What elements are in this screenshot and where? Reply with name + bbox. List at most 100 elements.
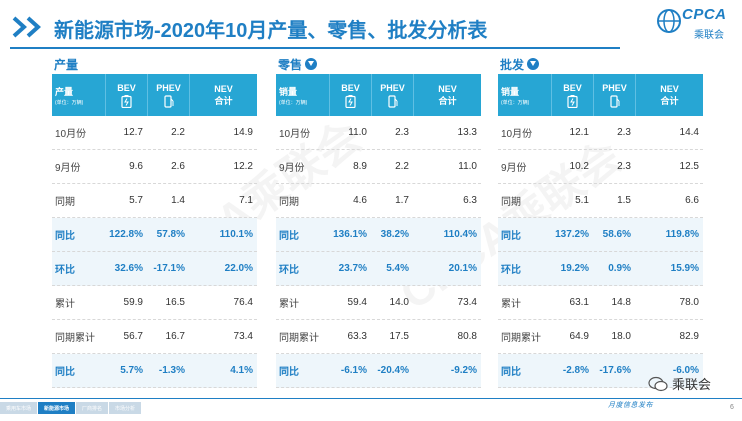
table-row: 环比 19.2% 0.9% 15.9%	[498, 252, 703, 286]
bev-value: 12.1	[569, 127, 589, 138]
data-table: 产量 (单位：万辆) BEV PHEV NEV 合计 10月份 12.7 2.2 14…	[52, 74, 257, 388]
row-label: 10月份	[501, 129, 533, 140]
nev-value: 110.1%	[219, 229, 253, 240]
footer-tab[interactable]: 新能源市场	[38, 402, 76, 414]
table-body: 10月份 11.0 2.3 13.3 9月份 8.9 2.2 11.0 同期 4.6 1.7 6.3 同…	[276, 116, 481, 388]
section-title: 产量	[54, 57, 79, 72]
bev-value: 32.6%	[114, 263, 143, 274]
header-nev: NEV 合计	[189, 74, 257, 116]
header-label-cell: 产量 (单位：万辆)	[55, 86, 84, 106]
nev-value: 15.9%	[670, 263, 699, 274]
footer-tab[interactable]: 市场分析	[109, 402, 142, 414]
nev-value: -6.0%	[672, 365, 699, 376]
bev-value: 8.9	[353, 161, 367, 172]
table-row: 同期 4.6 1.7 6.3	[276, 184, 481, 218]
double-chevron-icon	[12, 16, 41, 38]
nev-value: 73.4	[457, 297, 477, 308]
bev-value: 56.7	[123, 331, 143, 342]
nev-value: 78.0	[679, 297, 699, 308]
row-label: 累计	[501, 299, 521, 310]
nev-value: 6.3	[463, 195, 477, 206]
header-label-cell: 销量 (单位：万辆)	[501, 86, 530, 106]
table-row: 9月份 10.2 2.3 12.5	[498, 150, 703, 184]
phev-value: 16.7	[165, 331, 185, 342]
phev-value: 2.3	[617, 127, 631, 138]
table-row: 同期累计 63.3 17.5 80.8	[276, 320, 481, 354]
row-label: 同比	[501, 231, 521, 242]
table-row: 10月份 12.7 2.2 14.9	[52, 116, 257, 150]
phev-value: 14.0	[389, 297, 409, 308]
bev-value: 19.2%	[560, 263, 589, 274]
footer-tabs: 乘用车市场 新能源市场 厂商排名 市场分析	[0, 402, 142, 414]
row-label: 同比	[279, 367, 299, 378]
table-row: 同比 -6.1% -20.4% -9.2%	[276, 354, 481, 388]
logo-text: CPCA	[682, 6, 727, 23]
bev-value: 59.4	[347, 297, 367, 308]
nev-value: 82.9	[679, 331, 699, 342]
bev-value: 136.1%	[333, 229, 367, 240]
bev-value: -2.8%	[562, 365, 589, 376]
bev-value: 12.7	[123, 127, 143, 138]
page-number: 6	[730, 404, 734, 411]
table-row: 同期累计 56.7 16.7 73.4	[52, 320, 257, 354]
phev-value: 2.3	[395, 127, 409, 138]
page-title: 新能源市场-2020年10月产量、零售、批发分析表	[54, 20, 488, 42]
table-row: 9月份 8.9 2.2 11.0	[276, 150, 481, 184]
table-header: 销量 (单位：万辆) BEV PHEV NEV 合计	[498, 74, 703, 116]
fuel-pump-icon	[388, 94, 398, 108]
cpca-logo: CPCA 乘联会	[652, 6, 738, 46]
row-label: 9月份	[279, 163, 305, 174]
header-bev: BEV	[551, 74, 593, 116]
phev-value: 2.3	[617, 161, 631, 172]
footer-tab[interactable]: 厂商排名	[76, 402, 109, 414]
footer-slogan: 月度信息发布	[608, 402, 653, 409]
phev-value: 1.5	[617, 195, 631, 206]
row-label: 同比	[279, 231, 299, 242]
nev-value: -9.2%	[450, 365, 477, 376]
globe-icon	[657, 9, 681, 33]
nev-value: 7.1	[239, 195, 253, 206]
row-label: 9月份	[55, 163, 81, 174]
bev-value: 4.6	[353, 195, 367, 206]
wechat-icon	[648, 376, 668, 391]
wechat-account-badge: 乘联会	[648, 374, 711, 393]
table-row: 10月份 11.0 2.3 13.3	[276, 116, 481, 150]
nev-value: 119.8%	[665, 229, 699, 240]
row-label: 同比	[55, 367, 75, 378]
row-label: 10月份	[55, 129, 87, 140]
phev-value: 57.8%	[156, 229, 185, 240]
bev-value: 63.3	[347, 331, 367, 342]
header-label-cell: 销量 (单位：万辆)	[279, 86, 308, 106]
table-row: 同期 5.7 1.4 7.1	[52, 184, 257, 218]
header-phev: PHEV	[593, 74, 635, 116]
nev-value: 80.8	[457, 331, 477, 342]
row-label: 环比	[501, 265, 521, 276]
bev-value: -6.1%	[340, 365, 367, 376]
table-row: 同期 5.1 1.5 6.6	[498, 184, 703, 218]
bev-value: 59.9	[123, 297, 143, 308]
row-label: 9月份	[501, 163, 527, 174]
battery-icon	[567, 94, 578, 108]
section-retail: 零售 销量 (单位：万辆) BEV PHEV NEV 合计 10月份 11.0 2.…	[276, 54, 481, 388]
row-label: 累计	[279, 299, 299, 310]
footer-divider	[0, 398, 742, 399]
phev-value: 2.6	[171, 161, 185, 172]
section-wholesale: 批发 销量 (单位：万辆) BEV PHEV NEV 合计 10月份 12.1 2.…	[498, 54, 703, 388]
row-label: 环比	[279, 265, 299, 276]
row-label: 环比	[55, 265, 75, 276]
header-phev: PHEV	[147, 74, 189, 116]
phev-value: 1.7	[395, 195, 409, 206]
download-circle-icon	[305, 58, 318, 70]
table-header: 产量 (单位：万辆) BEV PHEV NEV 合计	[52, 74, 257, 116]
bev-value: 64.9	[569, 331, 589, 342]
nev-value: 73.4	[233, 331, 253, 342]
header-phev: PHEV	[371, 74, 413, 116]
phev-value: -17.6%	[599, 365, 631, 376]
data-table: 销量 (单位：万辆) BEV PHEV NEV 合计 10月份 12.1 2.3 14…	[498, 74, 703, 388]
phev-value: 18.0	[611, 331, 631, 342]
table-row: 累计 59.9 16.5 76.4	[52, 286, 257, 320]
row-label: 同比	[55, 231, 75, 242]
footer-tab[interactable]: 乘用车市场	[0, 402, 38, 414]
table-row: 同期累计 64.9 18.0 82.9	[498, 320, 703, 354]
section-title: 批发	[498, 54, 703, 74]
